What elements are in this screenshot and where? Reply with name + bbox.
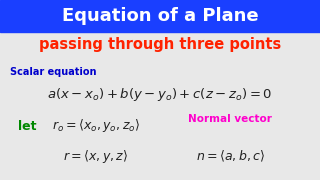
Text: let: let: [18, 120, 36, 132]
Bar: [0, 0, 320, 32]
Text: passing through three points: passing through three points: [39, 37, 281, 52]
Text: Normal vector: Normal vector: [188, 114, 272, 124]
Text: $n = \langle a, b, c \rangle$: $n = \langle a, b, c \rangle$: [196, 149, 265, 164]
Text: $r_o = \langle x_o, y_o, z_o \rangle$: $r_o = \langle x_o, y_o, z_o \rangle$: [52, 118, 140, 134]
Text: Scalar equation: Scalar equation: [10, 67, 96, 77]
Text: Equation of a Plane: Equation of a Plane: [62, 7, 258, 25]
Text: $r = \langle x, y, z \rangle$: $r = \langle x, y, z \rangle$: [63, 148, 129, 165]
Text: $a(x - x_o) + b(y - y_o) + c(z - z_o) = 0$: $a(x - x_o) + b(y - y_o) + c(z - z_o) = …: [47, 86, 273, 103]
